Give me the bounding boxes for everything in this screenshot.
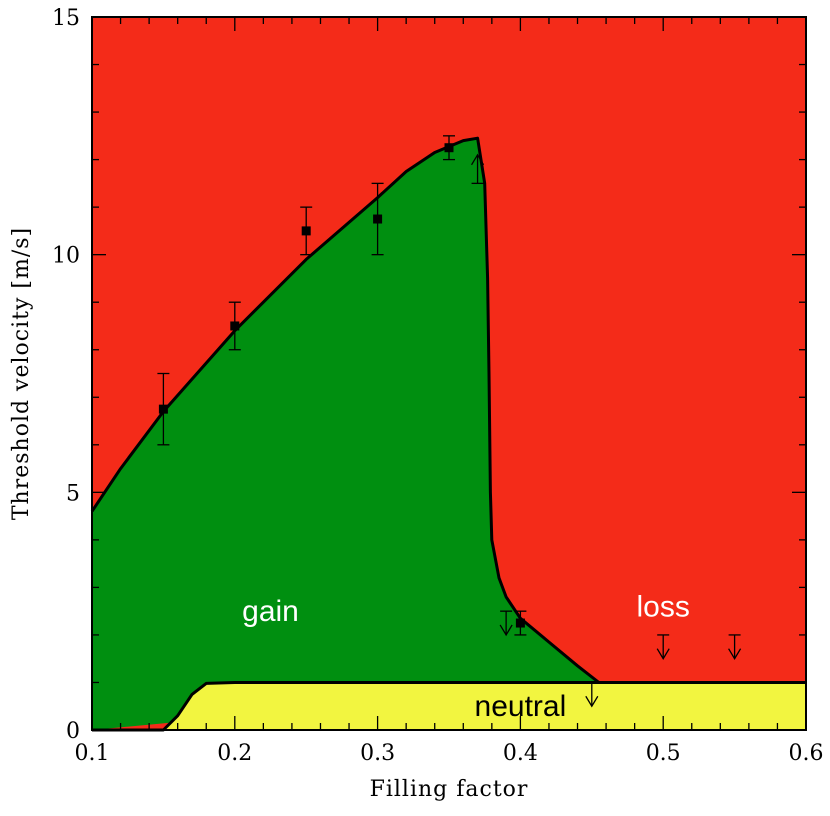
x-axis-label: Filling factor xyxy=(370,777,529,802)
markers-layer xyxy=(157,135,742,708)
data-point xyxy=(373,214,383,224)
axes-layer: 0.1 0.2 0.3 0.4 0.5 0.6 0 5 10 15 Filling factor Th… xyxy=(9,6,824,802)
data-point xyxy=(230,321,240,331)
upper-limit-arrowhead xyxy=(656,648,670,660)
x-tick-label: 0.4 xyxy=(503,741,538,766)
neutral-region xyxy=(92,682,806,730)
y-tick-label: 5 xyxy=(66,481,80,506)
y-axis-label: Threshold velocity [m/s] xyxy=(9,227,34,520)
region-label-gain: gain xyxy=(242,595,299,628)
x-tick-label: 0.5 xyxy=(646,741,681,766)
upper-limit-arrowhead xyxy=(728,648,742,660)
x-tick-label: 0.2 xyxy=(217,741,252,766)
x-tick-label: 0.1 xyxy=(75,741,110,766)
data-point xyxy=(515,618,525,628)
x-tick-label: 0.6 xyxy=(789,741,824,766)
gain-region xyxy=(92,138,599,730)
y-tick-label: 10 xyxy=(52,244,80,269)
data-point xyxy=(444,143,454,153)
upper-limit-arrowhead xyxy=(585,695,599,708)
upper-limit-arrowhead xyxy=(499,624,513,637)
y-tick-label: 0 xyxy=(66,719,80,744)
data-point xyxy=(158,404,168,414)
region-label-loss: loss xyxy=(637,590,690,623)
lower-limit-arrowhead xyxy=(471,153,485,166)
regions-layer xyxy=(92,17,806,730)
data-point xyxy=(301,226,311,236)
y-tick-label: 15 xyxy=(52,6,80,31)
x-tick-label: 0.3 xyxy=(360,741,395,766)
plot-frame xyxy=(91,16,807,731)
